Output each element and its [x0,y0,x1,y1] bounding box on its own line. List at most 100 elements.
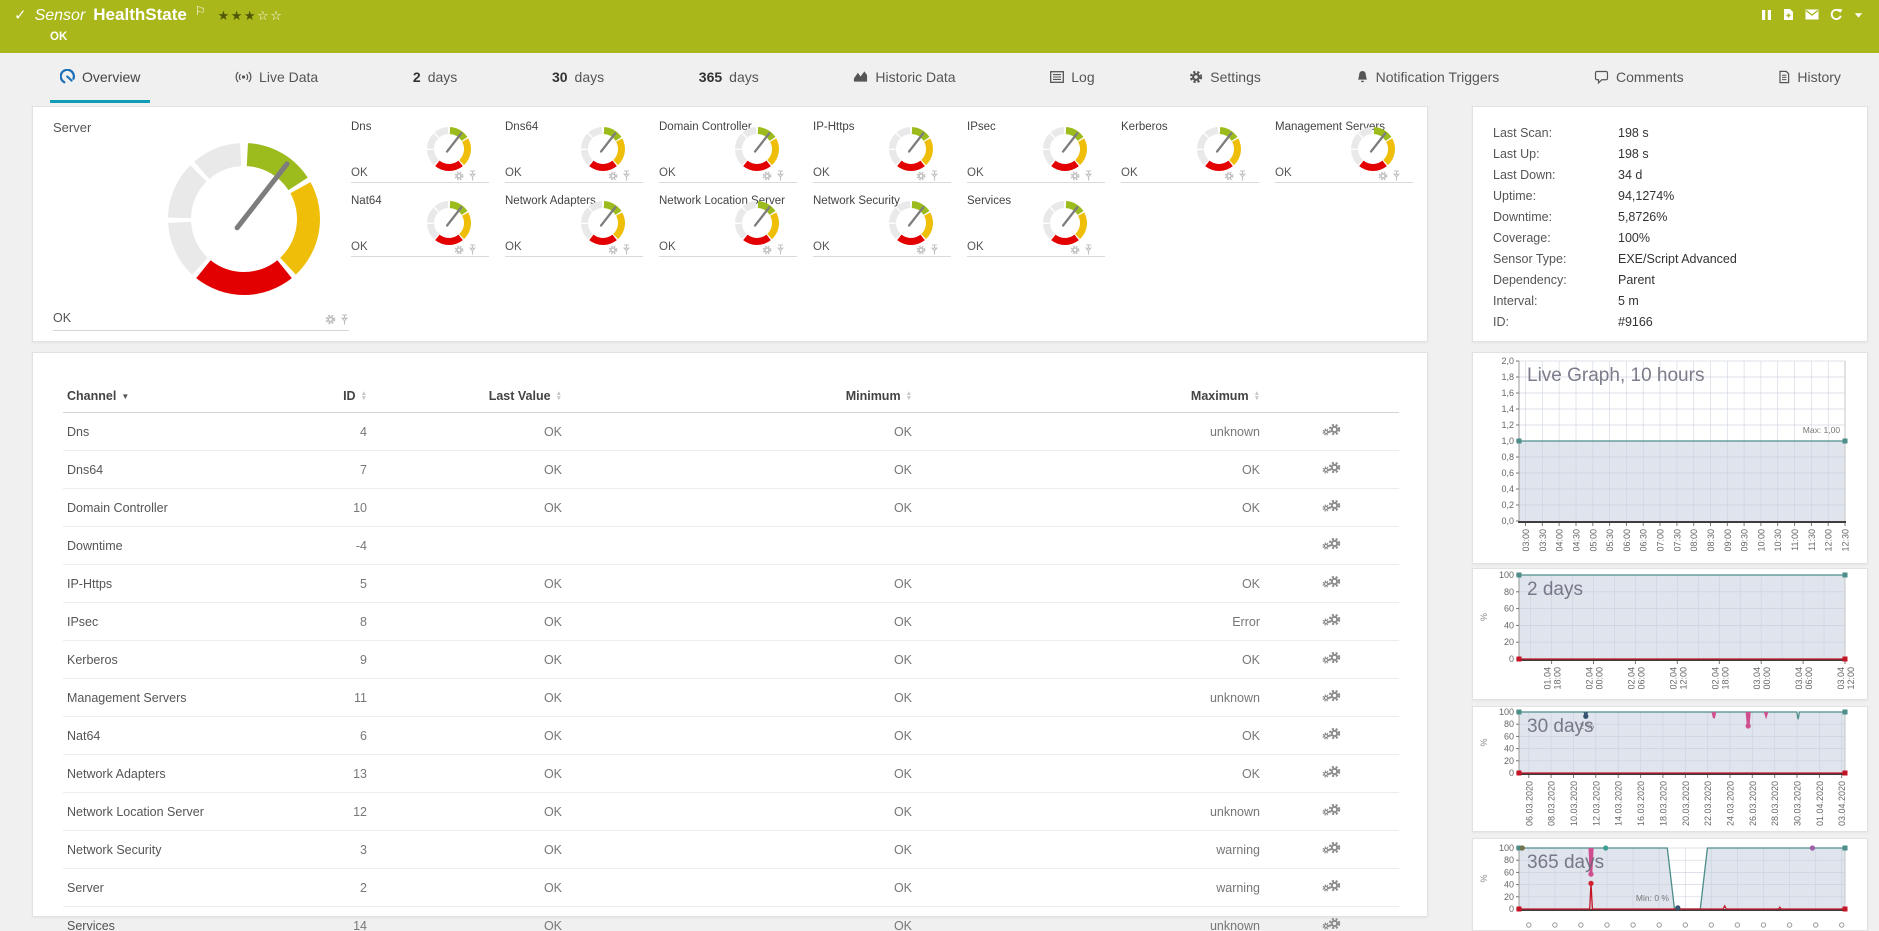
col-header-channel[interactable]: Channel ▼ [63,379,283,413]
tab-label: Comments [1615,68,1684,85]
gauge-dial [168,143,320,295]
cell-last: OK [371,792,566,831]
channels-table-panel: Channel ▼ ID ▲ ▼ Last Value ▲ ▼ Minimum ▲ ▼ Maximum… [32,352,1428,931]
gauge-actions[interactable] [608,244,631,255]
historic-data-icon [853,70,868,83]
channel-settings-icon[interactable] [1322,651,1341,666]
cell-last [371,526,566,565]
x-tick-label: 05:00 [1588,529,1598,552]
x-tick-label: 14.03.2020 [1614,781,1624,826]
channel-settings-icon[interactable] [1322,537,1341,552]
info-value: 5 m [1618,293,1639,308]
gauge-actions[interactable] [1224,170,1247,181]
gauge-actions[interactable] [454,244,477,255]
live-graph[interactable]: 0,0 0,2 0,4 0,6 0,8 1,0 1,2 1,4 1,6 1,8 2,0 03:00 03… [1472,352,1868,564]
tab-comments[interactable]: Comments [1584,53,1694,103]
col-header-label: Minimum [845,389,901,403]
col-header-id[interactable]: ID ▲ ▼ [283,379,371,413]
tab-label: Log [1071,68,1095,85]
gauge-actions[interactable] [608,170,631,181]
30-days-graph[interactable]: 0 20 40 60 80 100% 06.03.2020 08.03.2020 10.03.2… [1472,706,1868,832]
tab-overview[interactable]: Overview [50,53,151,103]
channel-settings-icon[interactable] [1322,499,1341,514]
server-gauge-dial [139,131,349,314]
channel-settings-icon[interactable] [1322,613,1341,628]
gauge-label: Domain Controller [659,121,752,133]
gauge-actions[interactable] [1070,170,1093,181]
cell-channel: Network Adapters [63,754,283,793]
info-value: 198 s [1618,125,1649,140]
y-tick-label: 0,4 [1501,484,1514,494]
tab-label: days [729,68,759,85]
cell-id: -4 [283,526,371,565]
y-tick-label: 1,6 [1501,388,1514,398]
cell-channel: IPsec [63,602,283,641]
cell-channel: Network Security [63,830,283,869]
x-tick-label: 08:00 [1689,529,1699,552]
channel-row-domain-controller: Domain Controller 10 OK OK OK [63,488,1399,527]
gauge-actions[interactable] [762,170,785,181]
x-tick-label: 12:00 [1678,667,1688,690]
x-tick-label: 06:00 [1804,667,1814,690]
gauge-status: OK [505,241,522,253]
pause-icon[interactable] [1761,9,1772,21]
cell-actions [1264,906,1399,931]
gauge-actions[interactable] [916,170,939,181]
col-header-minimum[interactable]: Minimum ▲ ▼ [566,379,916,413]
tab-365-days[interactable]: 365 days [689,53,769,103]
gauge-actions[interactable] [916,244,939,255]
col-header-last-value[interactable]: Last Value ▲ ▼ [371,379,566,413]
tab-30-days[interactable]: 30 days [542,53,614,103]
server-gauge-label: Server [53,120,92,135]
channel-settings-icon[interactable] [1322,917,1341,931]
tab-label: Overview [82,68,141,85]
cell-actions [1264,640,1399,679]
channel-settings-icon[interactable] [1322,727,1341,742]
x-tick-label: 07:00 [1656,529,1666,552]
x-tick-label: 04:30 [1572,529,1582,552]
channel-settings-icon[interactable] [1322,461,1341,476]
tab-historic-data[interactable]: Historic Data [843,53,965,103]
channel-settings-icon[interactable] [1322,765,1341,780]
cell-actions [1264,450,1399,489]
channel-settings-icon[interactable] [1322,879,1341,894]
gauge-actions[interactable] [1378,170,1401,181]
tab-history[interactable]: History [1768,53,1851,103]
sort-icon: ▲ ▼ [1253,390,1260,402]
channel-settings-icon[interactable] [1322,575,1341,590]
channel-settings-icon[interactable] [1322,841,1341,856]
gauge-actions[interactable] [762,244,785,255]
priority-stars[interactable]: ★★★☆☆ [218,8,284,24]
channel-settings-icon[interactable] [1322,689,1341,704]
tab-log[interactable]: Log [1040,53,1104,103]
sort-icon: ▲ ▼ [555,390,562,402]
col-header-maximum[interactable]: Maximum ▲ ▼ [916,379,1264,413]
365-days-graph[interactable]: 0 20 40 60 80 100% 365 days Min: 0 % [1472,838,1868,931]
cell-channel: Nat64 [63,716,283,755]
divider [967,256,1105,257]
tab-notification-triggers[interactable]: Notification Triggers [1346,53,1510,103]
cell-last: OK [371,412,566,451]
gauge-actions[interactable] [325,314,349,325]
tab-live-data[interactable]: Live Data [225,53,328,103]
flag-icon[interactable]: ⚐ [194,4,206,18]
cell-actions [1264,716,1399,755]
menu-caret-icon[interactable] [1854,11,1863,19]
tab-label: Historic Data [875,68,956,85]
email-icon[interactable] [1805,9,1819,20]
x-tick-label: 04:00 [1555,529,1565,552]
gauge-actions[interactable] [1070,244,1093,255]
add-report-icon[interactable] [1783,8,1794,21]
channel-settings-icon[interactable] [1322,803,1341,818]
log-icon [1050,70,1065,83]
tab-2-days[interactable]: 2 days [403,53,467,103]
2-days-graph[interactable]: 0 20 40 60 80 100% 01.04 18:00 02.04 00:00 02.04 06… [1472,568,1868,700]
cell-min: OK [566,602,916,641]
tab-number: 2 [412,68,421,85]
refresh-icon[interactable] [1830,8,1843,21]
tab-settings[interactable]: Settings [1179,53,1271,103]
gauge-actions[interactable] [454,170,477,181]
channel-settings-icon[interactable] [1322,423,1341,438]
cell-channel: Server [63,868,283,907]
